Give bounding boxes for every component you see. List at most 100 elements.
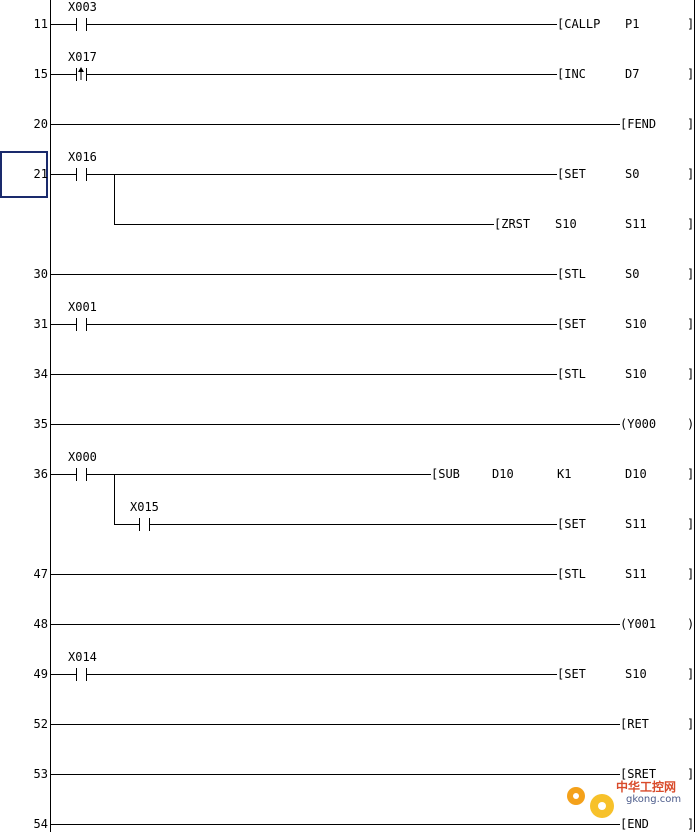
rung-wire <box>87 174 557 175</box>
step-number: 21 <box>33 167 48 181</box>
step-number: 35 <box>33 417 48 431</box>
rung-instruction[interactable]: [SUB <box>431 467 460 481</box>
rung-instruction[interactable]: [SRET <box>620 767 657 781</box>
step-number: 36 <box>33 467 48 481</box>
contact-bar-right <box>86 468 87 481</box>
rung-wire <box>50 374 557 375</box>
rung-wire <box>50 424 620 425</box>
rung-operand: S10 <box>625 367 647 381</box>
contact-label: X001 <box>68 300 97 314</box>
branch-wire <box>150 524 557 525</box>
branch-wire <box>114 524 139 525</box>
rung-wire-left <box>50 474 76 475</box>
rung-operand: D10 <box>625 467 647 481</box>
rung-wire <box>87 24 557 25</box>
rung-end-bracket: ] <box>687 317 695 331</box>
rung-end-bracket: ] <box>687 717 695 731</box>
contact-label: X015 <box>130 500 159 514</box>
rung-end-bracket: ] <box>687 467 695 481</box>
right-power-rail <box>694 0 695 832</box>
selection-cursor[interactable] <box>0 151 48 198</box>
contact-bar-left <box>76 318 77 331</box>
contact-bar-right <box>86 68 87 81</box>
rung-wire <box>50 724 620 725</box>
rung-wire <box>87 324 557 325</box>
contact-bar-left <box>76 68 77 81</box>
contact-label: X014 <box>68 650 97 664</box>
rung-wire-left <box>50 24 76 25</box>
rung-end-bracket: ] <box>687 767 695 781</box>
rung-instruction[interactable]: [INC <box>557 67 586 81</box>
contact-bar-left <box>76 18 77 31</box>
rung-wire <box>87 74 557 75</box>
rung-instruction[interactable]: [STL <box>557 567 586 581</box>
left-power-rail <box>50 0 51 832</box>
rung-operand: S10 <box>625 317 647 331</box>
rung-wire <box>50 574 557 575</box>
rung-operand: D7 <box>625 67 640 81</box>
rung-end-bracket: ] <box>687 67 695 81</box>
rung-wire-left <box>50 324 76 325</box>
rung-end-bracket: ) <box>687 617 695 631</box>
rung-instruction[interactable]: [STL <box>557 367 586 381</box>
step-number: 20 <box>33 117 48 131</box>
rung-wire <box>50 274 557 275</box>
contact-label: X017 <box>68 50 97 64</box>
rung-instruction[interactable]: [SET <box>557 317 586 331</box>
rung-wire-left <box>50 174 76 175</box>
rung-wire <box>87 674 557 675</box>
contact-label: X003 <box>68 0 97 14</box>
rung-instruction[interactable]: [RET <box>620 717 649 731</box>
rung-end-bracket: ] <box>687 167 695 181</box>
rung-instruction[interactable]: [END <box>620 817 649 831</box>
rung-end-bracket: ] <box>687 117 695 131</box>
branch-wire <box>114 224 494 225</box>
step-number: 47 <box>33 567 48 581</box>
contact-label: X000 <box>68 450 97 464</box>
branch-instruction[interactable]: [ZRST <box>494 217 531 231</box>
contact-bar-left <box>76 468 77 481</box>
rung-wire <box>87 474 431 475</box>
step-number: 15 <box>33 67 48 81</box>
rung-instruction[interactable]: (Y001 <box>620 617 657 631</box>
step-number: 30 <box>33 267 48 281</box>
branch-end-bracket: ] <box>687 217 695 231</box>
rung-operand: S0 <box>625 267 640 281</box>
watermark-cn: 中华工控网 <box>616 780 677 794</box>
rung-instruction[interactable]: [SET <box>557 167 586 181</box>
rung-wire-left <box>50 74 76 75</box>
rung-instruction[interactable]: [CALLP <box>557 17 601 31</box>
contact-bar-right <box>86 318 87 331</box>
rung-end-bracket: ] <box>687 667 695 681</box>
branch-end-bracket: ] <box>687 517 695 531</box>
branch-instruction[interactable]: [SET <box>557 517 586 531</box>
step-number: 48 <box>33 617 48 631</box>
gear-icon <box>567 787 614 818</box>
branch-wire-vertical <box>114 174 115 224</box>
step-number: 31 <box>33 317 48 331</box>
rung-end-bracket: ] <box>687 17 695 31</box>
rung-operand: S10 <box>625 667 647 681</box>
step-number: 11 <box>33 17 48 31</box>
rung-operand: S0 <box>625 167 640 181</box>
rung-instruction[interactable]: [STL <box>557 267 586 281</box>
branch-operand: S10 <box>555 217 577 231</box>
rung-operand: K1 <box>557 467 572 481</box>
branch-operand: S11 <box>625 217 647 231</box>
rung-instruction[interactable]: [SET <box>557 667 586 681</box>
rung-instruction[interactable]: (Y000 <box>620 417 657 431</box>
rung-end-bracket: ] <box>687 567 695 581</box>
rung-instruction[interactable]: [FEND <box>620 117 657 131</box>
rung-wire-left <box>50 674 76 675</box>
rung-end-bracket: ] <box>687 367 695 381</box>
rung-end-bracket: ] <box>687 817 695 831</box>
branch-wire-vertical <box>114 474 115 524</box>
rung-operand: S11 <box>625 567 647 581</box>
watermark-url: gkong.com <box>626 794 682 805</box>
step-number: 49 <box>33 667 48 681</box>
rung-wire <box>50 824 620 825</box>
rising-edge-arrow-icon <box>78 67 84 80</box>
contact-bar-right <box>86 18 87 31</box>
rung-wire <box>50 624 620 625</box>
